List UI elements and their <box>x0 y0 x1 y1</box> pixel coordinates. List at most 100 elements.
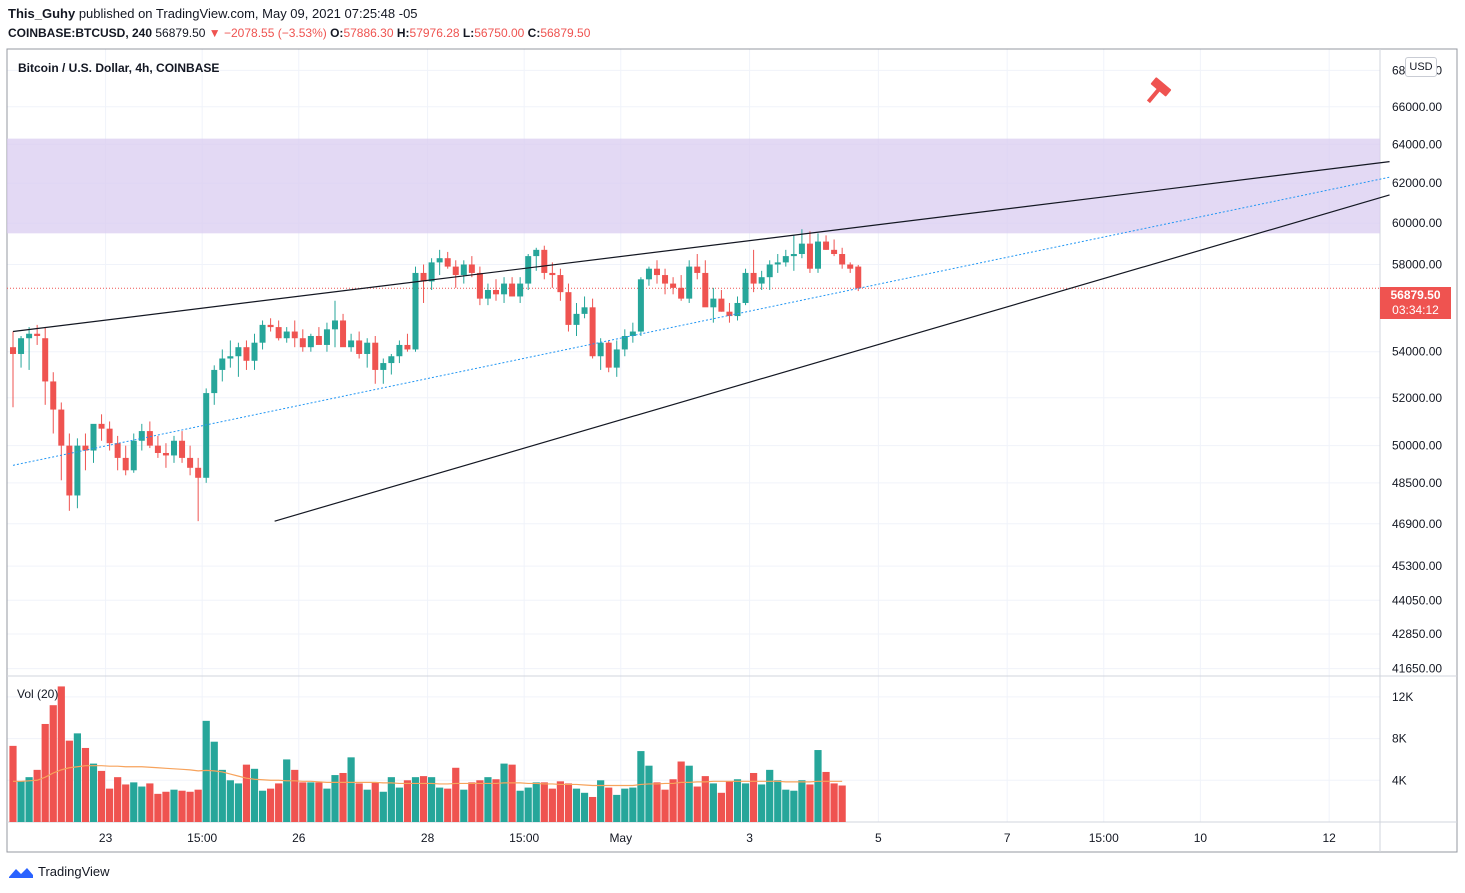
price-tick-label: 58000.00 <box>1392 257 1442 271</box>
volume-bar <box>645 765 653 822</box>
volume-bar <box>218 769 226 822</box>
volume-bar <box>154 793 162 822</box>
trendlines[interactable] <box>12 161 1390 522</box>
tradingview-brand[interactable]: TradingView <box>8 864 110 879</box>
candle-body <box>758 277 765 284</box>
resistance-zone <box>7 138 1380 234</box>
symbol-label: COINBASE:BTCUSD, 240 <box>8 26 153 40</box>
volume-bar <box>476 780 484 822</box>
volume-bar <box>122 784 130 822</box>
time-tick-label: 15:00 <box>509 831 539 845</box>
candle-body <box>734 302 741 317</box>
candle-body <box>774 262 781 265</box>
volume-bar <box>564 783 573 822</box>
high-value: 57976.28 <box>409 26 460 40</box>
price-tick-label: 45300.00 <box>1392 559 1442 573</box>
volume-bar <box>725 781 734 822</box>
candle-body <box>782 256 789 263</box>
volume-bar <box>202 720 210 822</box>
low-value: 56750.00 <box>474 26 525 40</box>
candle-body <box>750 272 757 284</box>
volume-bar <box>508 764 516 822</box>
volume-bar <box>589 796 597 822</box>
volume-bar <box>798 780 806 822</box>
time-tick-label: 5 <box>875 831 882 845</box>
volume-bar <box>548 788 556 822</box>
volume-bar <box>226 780 234 822</box>
candle-body <box>66 445 73 496</box>
volume-bar <box>106 788 114 822</box>
author-name[interactable]: This_Guhy <box>8 6 76 21</box>
time-tick-label: 23 <box>99 831 113 845</box>
volume-bar <box>838 785 846 822</box>
trendline <box>12 161 1390 333</box>
candle-body <box>501 283 508 295</box>
candle-body <box>517 283 524 297</box>
open-key: O: <box>330 26 344 40</box>
volume-bar <box>428 777 436 822</box>
volume-bar <box>572 788 581 822</box>
candle-body <box>122 457 129 471</box>
volume-bar <box>33 769 41 822</box>
price-tick-label: 62000.00 <box>1392 176 1442 190</box>
candle-body <box>195 467 202 478</box>
candle-body <box>831 249 838 255</box>
candle-body <box>460 264 467 276</box>
price-tick-label: 66000.00 <box>1392 100 1442 114</box>
candle-body <box>484 290 491 299</box>
volume-bar <box>355 783 363 822</box>
candle-body <box>283 331 290 339</box>
volume-bar <box>275 783 283 822</box>
volume-bar <box>194 789 202 822</box>
candle-body <box>815 241 821 269</box>
candle-body <box>629 331 636 336</box>
candle-body <box>726 311 733 317</box>
candle-body <box>670 283 677 288</box>
candle-body <box>50 381 57 410</box>
volume-bar <box>492 779 500 822</box>
candle-body <box>525 256 532 284</box>
candle-body <box>82 445 89 451</box>
gavel-icon[interactable] <box>1141 77 1172 108</box>
candle-body <box>549 272 556 276</box>
volume-bar <box>146 783 154 822</box>
volume-bar <box>677 761 685 822</box>
candle-body <box>790 254 797 257</box>
volume-bar <box>234 783 242 822</box>
candle-body <box>806 243 813 269</box>
candle-body <box>597 342 604 357</box>
volume-bar <box>830 783 838 822</box>
volume-tick-label: 4K <box>1392 773 1407 787</box>
candle-body <box>823 241 830 250</box>
brand-name: TradingView <box>38 864 110 879</box>
volume-bar <box>758 784 766 822</box>
candle-body <box>235 347 242 357</box>
volume-bar <box>540 782 548 822</box>
candle-body <box>654 268 660 276</box>
currency-button[interactable]: USD <box>1405 57 1437 77</box>
candle-body <box>589 307 596 357</box>
candle-body <box>340 320 347 348</box>
time-axis: 23 15:00 26 28 15:00 May 3 5 7 15:00 10 12 <box>99 831 1336 845</box>
volume-indicator-label[interactable]: Vol (20) <box>17 687 59 701</box>
volume-bar <box>637 751 645 822</box>
candle-body <box>444 258 451 267</box>
price-axis: 68000.0066000.0064000.0062000.0060000.00… <box>1392 63 1442 675</box>
volume-bar <box>170 789 178 822</box>
candle-body <box>162 452 169 456</box>
time-tick-label: 15:00 <box>1089 831 1119 845</box>
volume-bar <box>17 781 25 822</box>
candle-body <box>839 254 846 265</box>
volume-bar <box>766 769 774 822</box>
volume-tick-label: 12K <box>1392 690 1413 704</box>
price-tick-label: 41650.00 <box>1392 662 1442 676</box>
candle-body <box>243 347 250 361</box>
time-tick-label: 26 <box>292 831 306 845</box>
volume-bar <box>162 791 170 822</box>
volume-bar <box>178 790 186 822</box>
candle-body <box>219 358 226 370</box>
price-tick-label: 50000.00 <box>1392 439 1442 453</box>
candle-body <box>364 342 371 354</box>
volume-bar <box>9 745 17 822</box>
